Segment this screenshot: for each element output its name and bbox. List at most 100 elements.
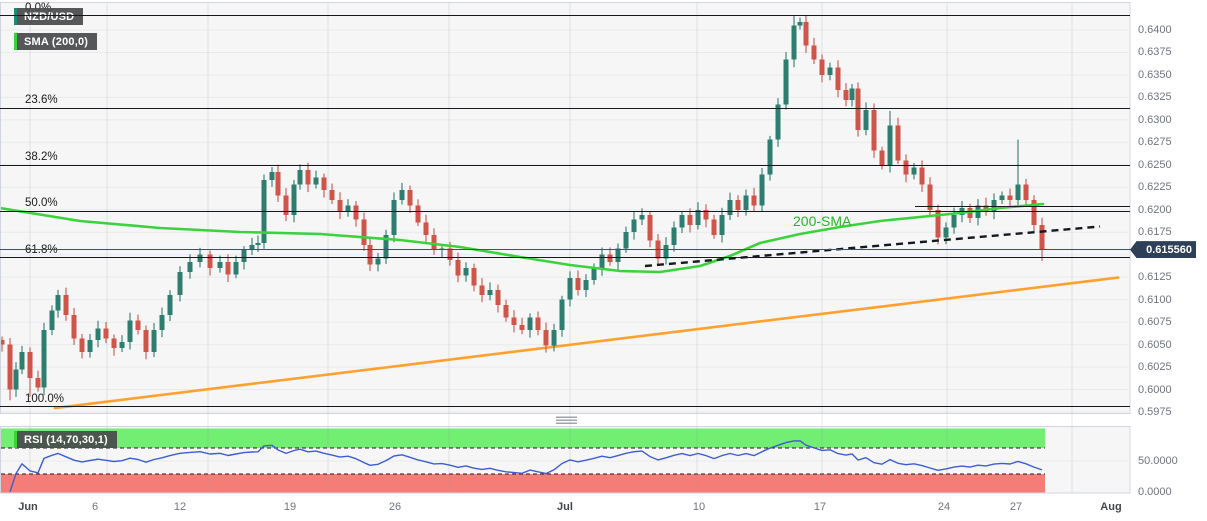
candle-body [999,195,1005,200]
candle-body [187,261,193,272]
fib-line-23.6[interactable] [0,107,1130,109]
fib-line-0.0[interactable] [0,15,1130,17]
candle-body [415,205,421,223]
pane-resize-handle[interactable] [556,422,577,424]
candle-body [695,209,701,226]
candle-body [511,317,517,325]
candle-body [479,285,485,296]
candle-body [305,170,311,185]
candle-body [7,344,13,390]
candle-body [895,125,901,161]
candle-body [735,199,741,210]
candle-body [0,340,5,345]
candle-body [983,205,989,212]
candle-body [827,67,833,75]
time-axis-tick: 17 [813,501,827,513]
candle-body [775,104,781,140]
candle-body [639,215,645,220]
candle-body [375,258,381,265]
candle-body [151,330,157,352]
candle-body [711,219,717,235]
time-axis-tick: 27 [1009,501,1023,513]
fib-line-50.0[interactable] [0,210,1130,212]
rsi-axis-label-0: 0.0000 [1138,486,1172,498]
candle-body [19,351,25,370]
candle-body [783,59,789,105]
fib-line-61.8[interactable] [0,256,1130,258]
last-price-badge: 0.615560 [1130,241,1196,259]
sma-legend[interactable]: SMA (200,0) [14,33,98,50]
candle-body [927,184,933,210]
dashed-trendline[interactable] [644,225,1101,268]
candle-body [575,278,581,290]
sma-label: SMA (200,0) [24,35,89,48]
candle-body [567,278,573,300]
candle-body [447,248,453,261]
price-axis-tick: 0.6175 [1138,226,1172,239]
candle-body [27,351,33,378]
candle-body [383,234,389,259]
time-axis-tick: 24 [937,501,951,513]
candle-body [41,330,47,388]
sma-annotation-text: 200-SMA [793,213,852,229]
candle-body [177,271,183,296]
candle-body [431,234,437,251]
candle-body [543,330,549,346]
candle-body [241,250,247,262]
candle-body [63,295,69,315]
fib-line-100.0[interactable] [0,406,1130,408]
symbol-legend[interactable]: NZD/USD [14,8,84,25]
rsi-line [9,440,1043,492]
price-axis-tick: 0.6275 [1138,136,1172,149]
price-axis-tick: 0.6025 [1138,361,1172,374]
candle-body [71,314,77,339]
candle-body [871,109,877,151]
candle-body [269,172,275,181]
candle-body [943,227,949,238]
sma-accent-bar [14,33,17,50]
candle-body [79,338,85,352]
time-axis-tick: 26 [388,501,402,513]
candle-body [519,324,525,331]
candle-body [535,317,541,331]
candle-body [313,177,319,185]
sma-200-line[interactable] [0,202,1045,274]
candle-body [991,199,997,212]
candle-body [607,254,613,262]
candle-body [291,184,297,216]
pane-resize-handle[interactable] [556,416,577,418]
candle-body [855,88,861,130]
candle-body [903,160,909,175]
rsi-accent-bar [14,431,17,448]
candle-body [423,222,429,235]
price-axis-tick: 0.6375 [1138,46,1172,59]
candle-body [843,90,849,101]
time-axis-tick: 10 [692,501,706,513]
time-axis-tick: 19 [283,501,297,513]
candle-body [703,209,709,220]
candle-body [217,261,223,269]
candle-body [615,248,621,262]
candle-body [759,174,765,206]
price-axis-tick: 0.6200 [1138,203,1172,216]
rsi-axis-label-50: 50.0000 [1138,455,1178,467]
price-axis-tick: 0.6225 [1138,181,1172,194]
fib-line-38.2[interactable] [0,164,1130,166]
candle-body [275,172,281,196]
orange-trendline[interactable] [53,276,1120,410]
candle-body [727,199,733,216]
pane-resize-handle[interactable] [556,419,577,421]
candle-body [911,167,917,175]
candle-body [361,219,367,245]
candle-body [249,244,255,251]
candle-body [1007,195,1013,200]
candle-body [811,45,817,60]
horizontal-ray-line[interactable] [915,206,1130,208]
symbol-label: NZD/USD [24,10,75,23]
candle-body [463,268,469,276]
rsi-legend[interactable]: RSI (14,70,30,1) [14,431,117,448]
candle-body [819,59,825,75]
candle-body [167,295,173,315]
candle-body [671,227,677,245]
